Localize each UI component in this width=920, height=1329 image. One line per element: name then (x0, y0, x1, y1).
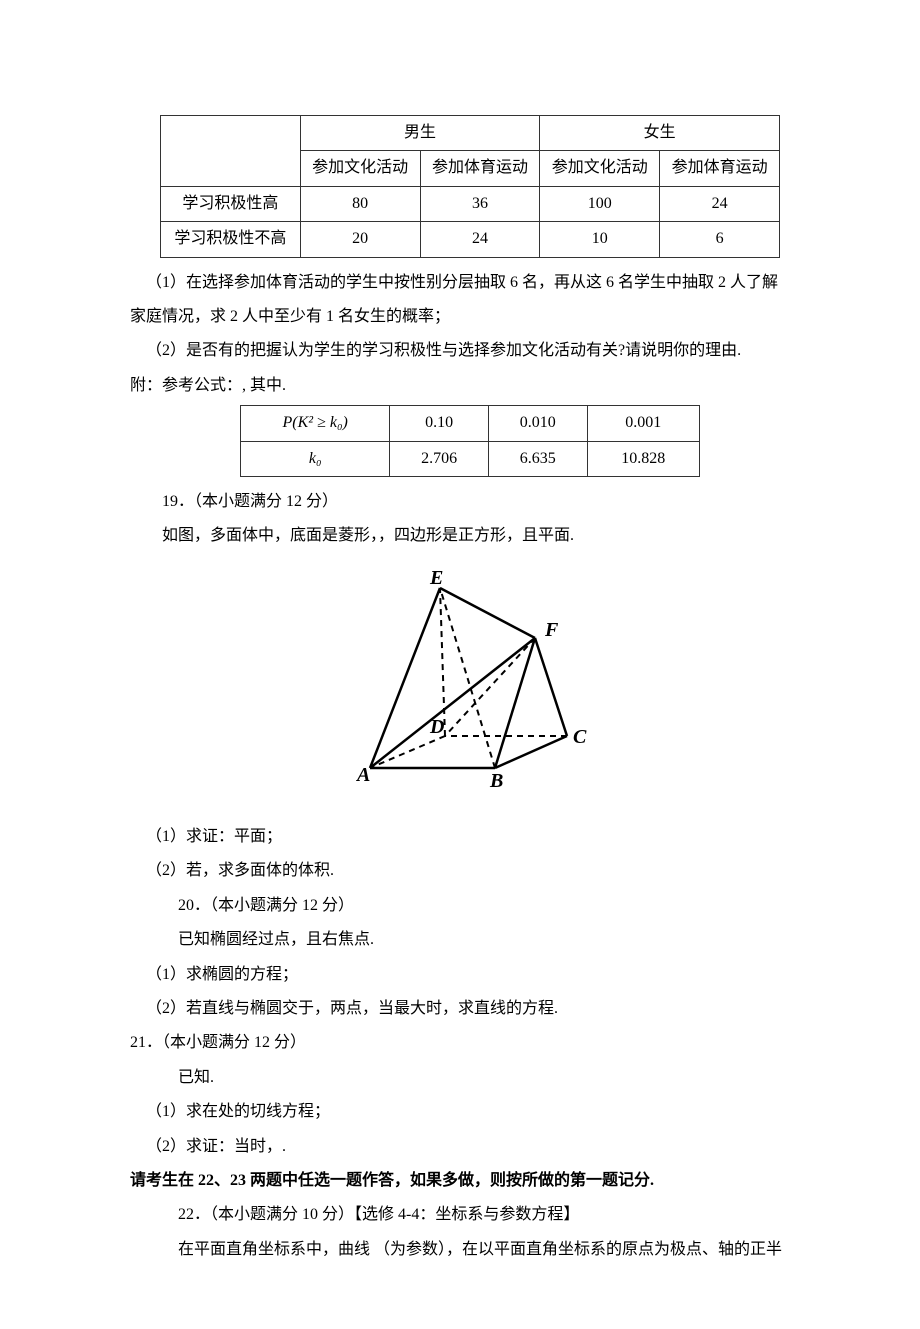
paragraph: 家庭情况，求 2 人中至少有 1 名女生的概率； (130, 302, 810, 332)
cell: 100 (540, 186, 660, 221)
question-title: 20．（本小题满分 12 分） (130, 891, 810, 921)
question-title: 19．（本小题满分 12 分） (130, 487, 810, 517)
table-subheader: 参加文化活动 (540, 151, 660, 186)
cell: 20 (300, 222, 420, 257)
paragraph: 附：参考公式：, 其中. (130, 371, 810, 401)
cell: 24 (660, 186, 780, 221)
cell: P(K² ≥ k₀) (241, 406, 390, 441)
row-label: 学习积极性高 (161, 186, 301, 221)
question-title: 22．（本小题满分 10 分）【选修 4-4：坐标系与参数方程】 (130, 1200, 810, 1230)
geom-label-f: F (544, 619, 559, 641)
cell: 2.706 (390, 441, 489, 476)
table-subheader: 参加文化活动 (300, 151, 420, 186)
paragraph: （1）在选择参加体育活动的学生中按性别分层抽取 6 名，再从这 6 名学生中抽取… (130, 268, 810, 298)
paragraph: （2）求证：当时，. (130, 1132, 810, 1162)
paragraph: 在平面直角坐标系中，曲线 （为参数），在以平面直角坐标系的原点为极点、轴的正半 (130, 1235, 810, 1265)
table-gender-activity: 男生 女生 参加文化活动 参加体育运动 参加文化活动 参加体育运动 学习积极性高… (160, 115, 780, 258)
table-row: 学习积极性高 80 36 100 24 (161, 186, 780, 221)
table-corner (161, 116, 301, 187)
paragraph: 已知椭圆经过点，且右焦点. (130, 925, 810, 955)
geom-label-d: D (429, 716, 444, 738)
paragraph: 已知. (130, 1063, 810, 1093)
paragraph: （2）若直线与椭圆交于，两点，当最大时，求直线的方程. (130, 994, 810, 1024)
table-chi-square: P(K² ≥ k₀) 0.10 0.010 0.001 k₀ 2.706 6.6… (240, 405, 700, 477)
paragraph: （1）求椭圆的方程； (130, 960, 810, 990)
table-header-male: 男生 (300, 116, 540, 151)
table-row: 学习积极性不高 20 24 10 6 (161, 222, 780, 257)
cell: 24 (420, 222, 540, 257)
elective-note: 请考生在 22、23 两题中任选一题作答，如果多做，则按所做的第一题记分. (130, 1166, 810, 1196)
paragraph: （2）是否有的把握认为学生的学习积极性与选择参加文化活动有关?请说明你的理由. (130, 336, 810, 366)
paragraph: （1）求证：平面； (130, 822, 810, 852)
row-label: 学习积极性不高 (161, 222, 301, 257)
geometry-figure: A B C D E F (130, 568, 810, 804)
geom-label-b: B (489, 770, 503, 792)
cell: 0.10 (390, 406, 489, 441)
table-row: k₀ 2.706 6.635 10.828 (241, 441, 700, 476)
cell: k₀ (241, 441, 390, 476)
cell: 10 (540, 222, 660, 257)
paragraph: 如图，多面体中，底面是菱形，，四边形是正方形，且平面. (130, 521, 810, 551)
table-row: P(K² ≥ k₀) 0.10 0.010 0.001 (241, 406, 700, 441)
paragraph: （1）求在处的切线方程； (130, 1097, 810, 1127)
geom-label-c: C (573, 726, 587, 748)
cell: 80 (300, 186, 420, 221)
cell: 0.001 (587, 406, 699, 441)
cell: 36 (420, 186, 540, 221)
cell: 10.828 (587, 441, 699, 476)
cell: 6 (660, 222, 780, 257)
geom-label-a: A (355, 764, 370, 786)
geom-label-e: E (429, 568, 443, 589)
table-header-female: 女生 (540, 116, 780, 151)
cell: 0.010 (488, 406, 587, 441)
paragraph: （2）若，求多面体的体积. (130, 856, 810, 886)
table-subheader: 参加体育运动 (660, 151, 780, 186)
cell: 6.635 (488, 441, 587, 476)
table-subheader: 参加体育运动 (420, 151, 540, 186)
question-title: 21．（本小题满分 12 分） (130, 1028, 810, 1058)
